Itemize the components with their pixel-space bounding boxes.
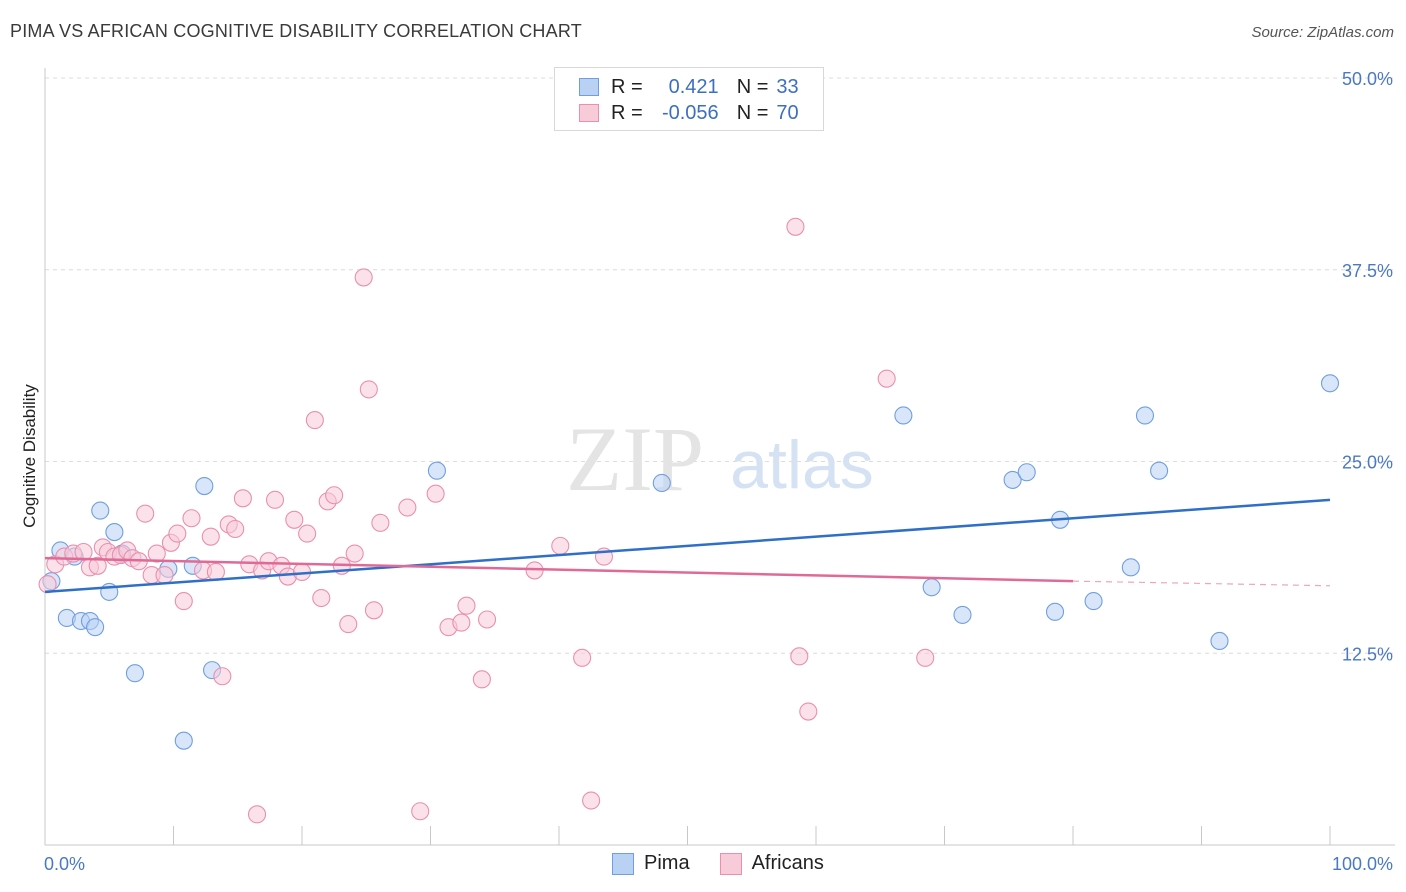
- africans-point: [916, 648, 935, 667]
- africans-point: [201, 527, 220, 546]
- pima-point: [652, 473, 671, 493]
- r-label: R =: [611, 101, 643, 124]
- africans-point: [551, 536, 570, 555]
- africans-point: [452, 613, 471, 632]
- pima-point: [427, 461, 446, 480]
- pima-point: [894, 406, 913, 425]
- legend-row-africans: R = -0.056 N = 70: [579, 100, 799, 126]
- africans-point: [582, 791, 601, 810]
- pima-point: [1135, 406, 1155, 425]
- africans-point: [305, 411, 324, 430]
- chart-title: PIMA VS AFRICAN COGNITIVE DISABILITY COR…: [10, 21, 582, 41]
- pima-point: [1045, 602, 1065, 621]
- pima-point: [1084, 592, 1103, 611]
- pima-point: [125, 664, 144, 683]
- tick-labels: 12.5% 25.0% 37.5% 50.0% 0.0% 100.0%: [44, 69, 1393, 874]
- africans-point: [233, 489, 252, 508]
- africans-point: [411, 802, 430, 821]
- africans-point: [74, 542, 93, 562]
- pima-point: [105, 523, 124, 542]
- africans-point: [799, 702, 818, 721]
- africans-trend-extension: [1072, 580, 1331, 587]
- africans-n-value: 70: [776, 101, 799, 124]
- africans-point: [174, 592, 193, 611]
- pima-point: [174, 731, 193, 750]
- africans-point: [147, 544, 166, 563]
- africans-point: [472, 670, 491, 689]
- pima-swatch-icon: [579, 78, 599, 96]
- africans-point: [226, 519, 245, 539]
- africans-point: [398, 498, 417, 517]
- source-label: Source: ZipAtlas.com: [1251, 24, 1394, 41]
- africans-point: [182, 509, 201, 528]
- pima-point: [86, 618, 105, 637]
- pima-point: [922, 578, 941, 597]
- africans-point: [213, 667, 232, 686]
- legend-label-pima: Pima: [644, 852, 690, 874]
- africans-swatch-icon: [579, 104, 599, 122]
- watermark-zip: ZIP: [566, 408, 704, 510]
- africans-point: [155, 565, 174, 585]
- y-tick-label: 50.0%: [1342, 69, 1393, 89]
- y-tick-label: 12.5%: [1342, 644, 1393, 664]
- africans-point: [426, 484, 445, 503]
- n-label: N =: [736, 75, 769, 98]
- africans-point: [325, 486, 344, 505]
- legend-label-africans: Africans: [751, 852, 824, 874]
- africans-point: [877, 369, 896, 388]
- africans-point: [312, 588, 331, 608]
- series-legend: Pima Africans: [612, 852, 854, 875]
- africans-point: [354, 268, 373, 287]
- pima-point: [195, 476, 214, 496]
- pima-r-value: 0.421: [668, 75, 719, 98]
- africans-trend-line: [44, 556, 1074, 583]
- y-tick-label: 37.5%: [1342, 261, 1393, 281]
- n-label: N =: [736, 101, 769, 124]
- africans-point: [345, 544, 364, 563]
- africans-point: [206, 562, 225, 581]
- x-tick-label: 100.0%: [1332, 854, 1393, 874]
- correlation-legend: R = 0.421 N = 33 R = -0.056 N = 70: [554, 67, 824, 131]
- africans-point: [339, 615, 358, 634]
- africans-point: [88, 556, 107, 575]
- x-tick-label: 0.0%: [44, 854, 85, 874]
- africans-point: [573, 648, 592, 667]
- africans-point: [136, 504, 155, 523]
- pima-point: [1320, 374, 1340, 393]
- africans-point: [285, 510, 304, 529]
- pima-point: [1150, 461, 1169, 480]
- africans-point: [298, 524, 317, 543]
- pima-point: [953, 605, 972, 624]
- africans-point: [790, 647, 809, 666]
- africans-point: [457, 596, 476, 615]
- africans-point: [168, 524, 187, 543]
- axes: [44, 68, 1395, 846]
- africans-point: [265, 490, 285, 509]
- trend-lines: [44, 498, 1331, 594]
- africans-point: [786, 217, 805, 236]
- pima-point: [91, 501, 110, 520]
- legend-row-pima: R = 0.421 N = 33: [579, 74, 799, 100]
- pima-point: [1017, 463, 1036, 482]
- legend-item-pima[interactable]: Pima: [612, 852, 690, 875]
- pima-legend-icon: [612, 852, 634, 875]
- r-label: R =: [611, 75, 643, 98]
- legend-item-africans[interactable]: Africans: [719, 852, 824, 875]
- pima-point: [1003, 470, 1022, 489]
- africans-point: [359, 380, 378, 399]
- pima-point: [1121, 558, 1140, 577]
- data-points: [38, 217, 1340, 824]
- pima-point: [1210, 631, 1229, 651]
- africans-point: [247, 805, 267, 824]
- africans-point: [364, 601, 384, 620]
- pima-n-value: 33: [776, 75, 799, 98]
- africans-r-value: -0.056: [661, 101, 719, 124]
- africans-point: [371, 513, 390, 532]
- africans-point: [477, 610, 497, 629]
- africans-legend-icon: [719, 852, 742, 875]
- watermark-atlas: atlas: [730, 427, 874, 503]
- pima-trend-line: [44, 498, 1331, 594]
- y-tick-label: 25.0%: [1342, 453, 1393, 473]
